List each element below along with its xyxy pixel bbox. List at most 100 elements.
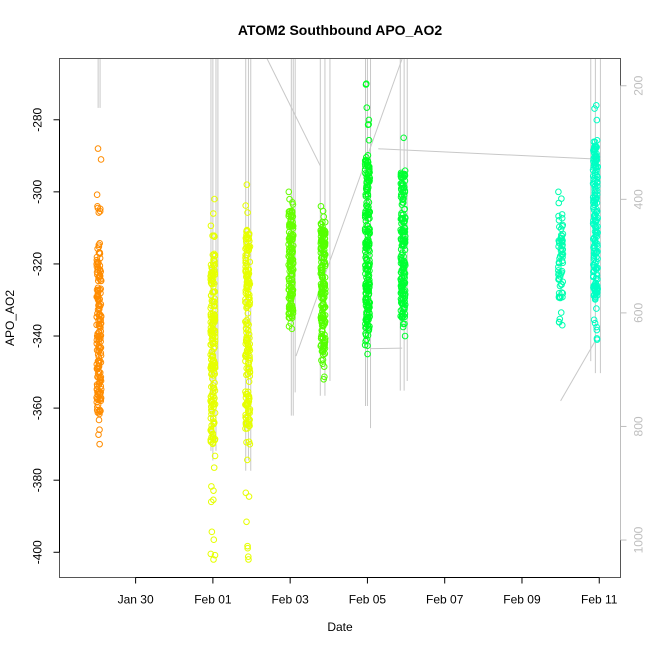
- data-point: [317, 226, 325, 234]
- data-point: [209, 334, 217, 342]
- data-point: [318, 330, 326, 338]
- data-point: [211, 271, 219, 279]
- data-point: [95, 336, 102, 343]
- data-point: [401, 301, 409, 309]
- data-point: [401, 187, 409, 195]
- data-point: [558, 214, 566, 222]
- y-axis-label: APO_AO2: [3, 290, 17, 346]
- data-point: [593, 323, 600, 331]
- data-point: [364, 228, 372, 235]
- data-point: [97, 156, 105, 163]
- data-point: [555, 263, 562, 271]
- secondary-series-lines: [97, 58, 601, 471]
- data-point: [211, 252, 218, 260]
- x-tick-label: Feb 09: [503, 593, 541, 607]
- point-cluster: [361, 80, 374, 358]
- data-point: [95, 241, 103, 249]
- data-point: [246, 295, 253, 302]
- data-point: [242, 202, 249, 209]
- data-point: [556, 223, 563, 231]
- data-point: [366, 169, 373, 176]
- data-point: [287, 295, 295, 302]
- data-point: [242, 425, 249, 432]
- data-point: [210, 420, 217, 427]
- data-point: [209, 268, 217, 275]
- data-point: [399, 309, 406, 316]
- point-cluster: [317, 202, 329, 383]
- data-point: [208, 332, 216, 339]
- data-point: [242, 357, 249, 365]
- data-point: [365, 136, 373, 144]
- data-point: [209, 260, 217, 267]
- data-point: [400, 180, 407, 188]
- data-point: [594, 222, 601, 230]
- data-point: [287, 212, 295, 220]
- y-tick-label: -300: [31, 180, 45, 204]
- data-point: [398, 171, 405, 179]
- data-point: [207, 313, 215, 320]
- data-point: [289, 242, 297, 249]
- data-point: [592, 159, 599, 167]
- data-point: [319, 333, 326, 341]
- data-point: [321, 373, 328, 381]
- data-point: [96, 426, 103, 434]
- data-point: [209, 272, 217, 280]
- point-cluster: [242, 181, 254, 563]
- data-point: [317, 283, 325, 290]
- data-point: [591, 319, 599, 327]
- data-point: [207, 415, 215, 422]
- x-tick-label: Feb 05: [349, 593, 387, 607]
- data-point: [399, 323, 407, 331]
- data-point: [209, 325, 217, 333]
- data-point: [590, 282, 597, 290]
- data-point: [397, 255, 405, 262]
- data-point: [208, 370, 215, 378]
- data-point: [243, 181, 251, 188]
- data-point: [208, 356, 215, 363]
- data-point: [365, 276, 373, 284]
- data-point: [399, 294, 406, 302]
- data-point: [320, 304, 328, 312]
- data-point: [321, 260, 329, 268]
- y-tick-label: -340: [31, 324, 45, 348]
- data-point: [96, 207, 104, 215]
- data-point: [320, 321, 328, 329]
- data-point: [401, 260, 408, 268]
- data-point: [319, 301, 326, 309]
- data-point: [208, 370, 216, 377]
- data-point: [94, 357, 102, 365]
- data-point: [555, 212, 562, 220]
- data-point: [400, 304, 408, 312]
- data-point: [364, 270, 372, 278]
- data-point: [593, 284, 601, 292]
- data-point: [362, 191, 370, 198]
- data-point: [398, 211, 405, 219]
- data-point: [209, 363, 216, 370]
- data-point: [317, 314, 325, 321]
- data-point: [289, 232, 297, 239]
- data-point: [591, 295, 599, 302]
- data-point: [559, 241, 566, 249]
- data-point: [365, 298, 373, 305]
- data-point: [364, 186, 371, 194]
- data-point: [95, 431, 102, 438]
- data-point: [94, 145, 102, 152]
- point-cluster: [555, 188, 567, 329]
- data-point: [97, 289, 104, 297]
- plot-frame: [59, 58, 621, 578]
- point-cluster: [589, 102, 601, 343]
- data-point: [559, 230, 567, 238]
- data-point: [366, 283, 373, 291]
- right-tick-label: 1000: [632, 526, 646, 553]
- data-point: [97, 352, 105, 359]
- data-point: [555, 289, 563, 297]
- data-point: [365, 116, 373, 124]
- data-point: [592, 212, 599, 219]
- x-tick-label: Jan 30: [118, 593, 154, 607]
- data-point: [208, 406, 215, 414]
- data-point: [287, 292, 295, 300]
- data-point: [320, 300, 327, 307]
- data-point: [318, 246, 326, 254]
- data-point: [207, 436, 215, 444]
